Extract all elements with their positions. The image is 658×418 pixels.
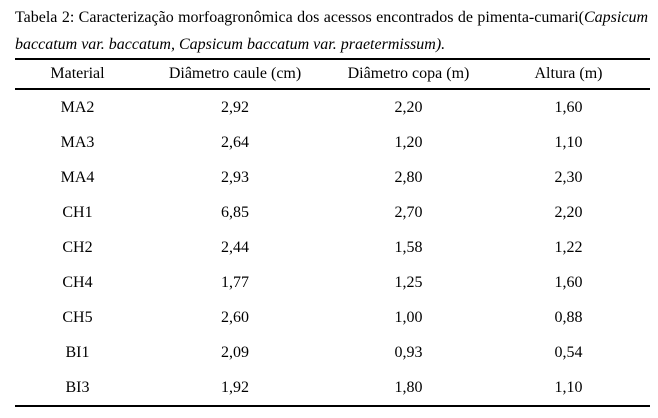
- cell-material: CH4: [62, 273, 93, 291]
- table-row: BI3 1,92 1,80 1,10: [15, 370, 650, 406]
- cell-diametro-caule: 1,77: [221, 273, 249, 291]
- cell-material: MA2: [60, 98, 95, 116]
- cell-altura: 2,30: [554, 168, 583, 186]
- table-row: MA3 2,64 1,20 1,10: [15, 125, 650, 160]
- table-row: MA4 2,93 2,80 2,30: [15, 160, 650, 195]
- table-header: Material Diâmetro caule (cm) Diâmetro co…: [15, 59, 650, 89]
- cell-altura: 0,54: [554, 343, 583, 361]
- cell-altura: 1,10: [554, 378, 583, 396]
- cell-material: MA4: [60, 168, 95, 186]
- cell-diametro-caule: 2,44: [221, 238, 249, 256]
- table-body: MA2 2,92 2,20 1,60 MA3 2,64 1,20 1,10 MA4 2,93 2,8…: [15, 89, 650, 406]
- cell-altura: 0,88: [554, 308, 583, 326]
- table-row: CH2 2,44 1,58 1,22: [15, 230, 650, 265]
- morphoagronomic-table: Material Diâmetro caule (cm) Diâmetro co…: [15, 58, 650, 407]
- table-caption: Tabela 2: Caracterização morfoagronômica…: [15, 4, 648, 58]
- cell-diametro-caule: 1,92: [221, 378, 249, 396]
- cell-diametro-copa: 1,00: [394, 308, 423, 326]
- cell-diametro-copa: 2,20: [394, 98, 423, 116]
- caption-species-italic-end: baccatum var. baccatum, Capsicum baccatu…: [15, 36, 446, 53]
- cell-material: CH5: [62, 308, 93, 326]
- cell-altura: 1,10: [554, 133, 583, 151]
- cell-diametro-caule: 2,60: [221, 308, 249, 326]
- caption-species-italic-start: Capsicum: [584, 9, 648, 26]
- cell-diametro-caule: 2,92: [221, 98, 249, 116]
- col-header-diametro-caule: Diâmetro caule (cm): [168, 65, 302, 82]
- cell-altura: 1,22: [554, 238, 583, 256]
- cell-material: BI1: [65, 343, 90, 361]
- caption-line-2: baccatum var. baccatum, Capsicum baccatu…: [15, 31, 648, 58]
- table-row: MA2 2,92 2,20 1,60: [15, 89, 650, 125]
- cell-diametro-copa: 1,25: [394, 273, 423, 291]
- cell-diametro-copa: 2,80: [394, 168, 423, 186]
- table-row: CH4 1,77 1,25 1,60: [15, 265, 650, 300]
- cell-material: CH2: [62, 238, 93, 256]
- table-header-row: Material Diâmetro caule (cm) Diâmetro co…: [15, 59, 650, 89]
- table-row: CH1 6,85 2,70 2,20: [15, 195, 650, 230]
- cell-diametro-copa: 1,80: [394, 378, 423, 396]
- table-row: CH5 2,60 1,00 0,88: [15, 300, 650, 335]
- table-row: BI1 2,09 0,93 0,54: [15, 335, 650, 370]
- cell-diametro-caule: 6,85: [221, 203, 249, 221]
- cell-material: BI3: [65, 378, 90, 396]
- caption-line-1: Tabela 2: Caracterização morfoagronômica…: [15, 4, 648, 31]
- col-header-diametro-copa: Diâmetro copa (m): [347, 65, 470, 82]
- col-header-material: Material: [50, 65, 105, 82]
- cell-diametro-caule: 2,64: [221, 133, 249, 151]
- cell-altura: 2,20: [554, 203, 583, 221]
- cell-altura: 1,60: [554, 98, 583, 116]
- cell-diametro-copa: 2,70: [394, 203, 423, 221]
- cell-diametro-copa: 0,93: [394, 343, 423, 361]
- cell-diametro-copa: 1,20: [394, 133, 423, 151]
- cell-diametro-copa: 1,58: [394, 238, 423, 256]
- cell-diametro-caule: 2,93: [221, 168, 249, 186]
- cell-material: CH1: [62, 203, 93, 221]
- col-header-altura: Altura (m): [534, 65, 603, 82]
- caption-text-regular: Tabela 2: Caracterização morfoagronômica…: [15, 9, 584, 26]
- cell-material: MA3: [60, 133, 95, 151]
- cell-altura: 1,60: [554, 273, 583, 291]
- cell-diametro-caule: 2,09: [221, 343, 249, 361]
